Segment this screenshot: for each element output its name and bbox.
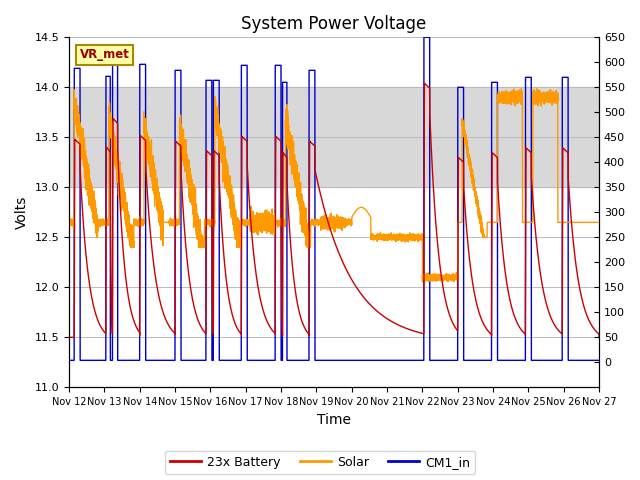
Title: System Power Voltage: System Power Voltage <box>241 15 427 33</box>
X-axis label: Time: Time <box>317 413 351 427</box>
Bar <box>69 87 599 187</box>
Y-axis label: Volts: Volts <box>15 196 29 229</box>
Text: VR_met: VR_met <box>79 48 129 61</box>
Legend: 23x Battery, Solar, CM1_in: 23x Battery, Solar, CM1_in <box>164 451 476 474</box>
